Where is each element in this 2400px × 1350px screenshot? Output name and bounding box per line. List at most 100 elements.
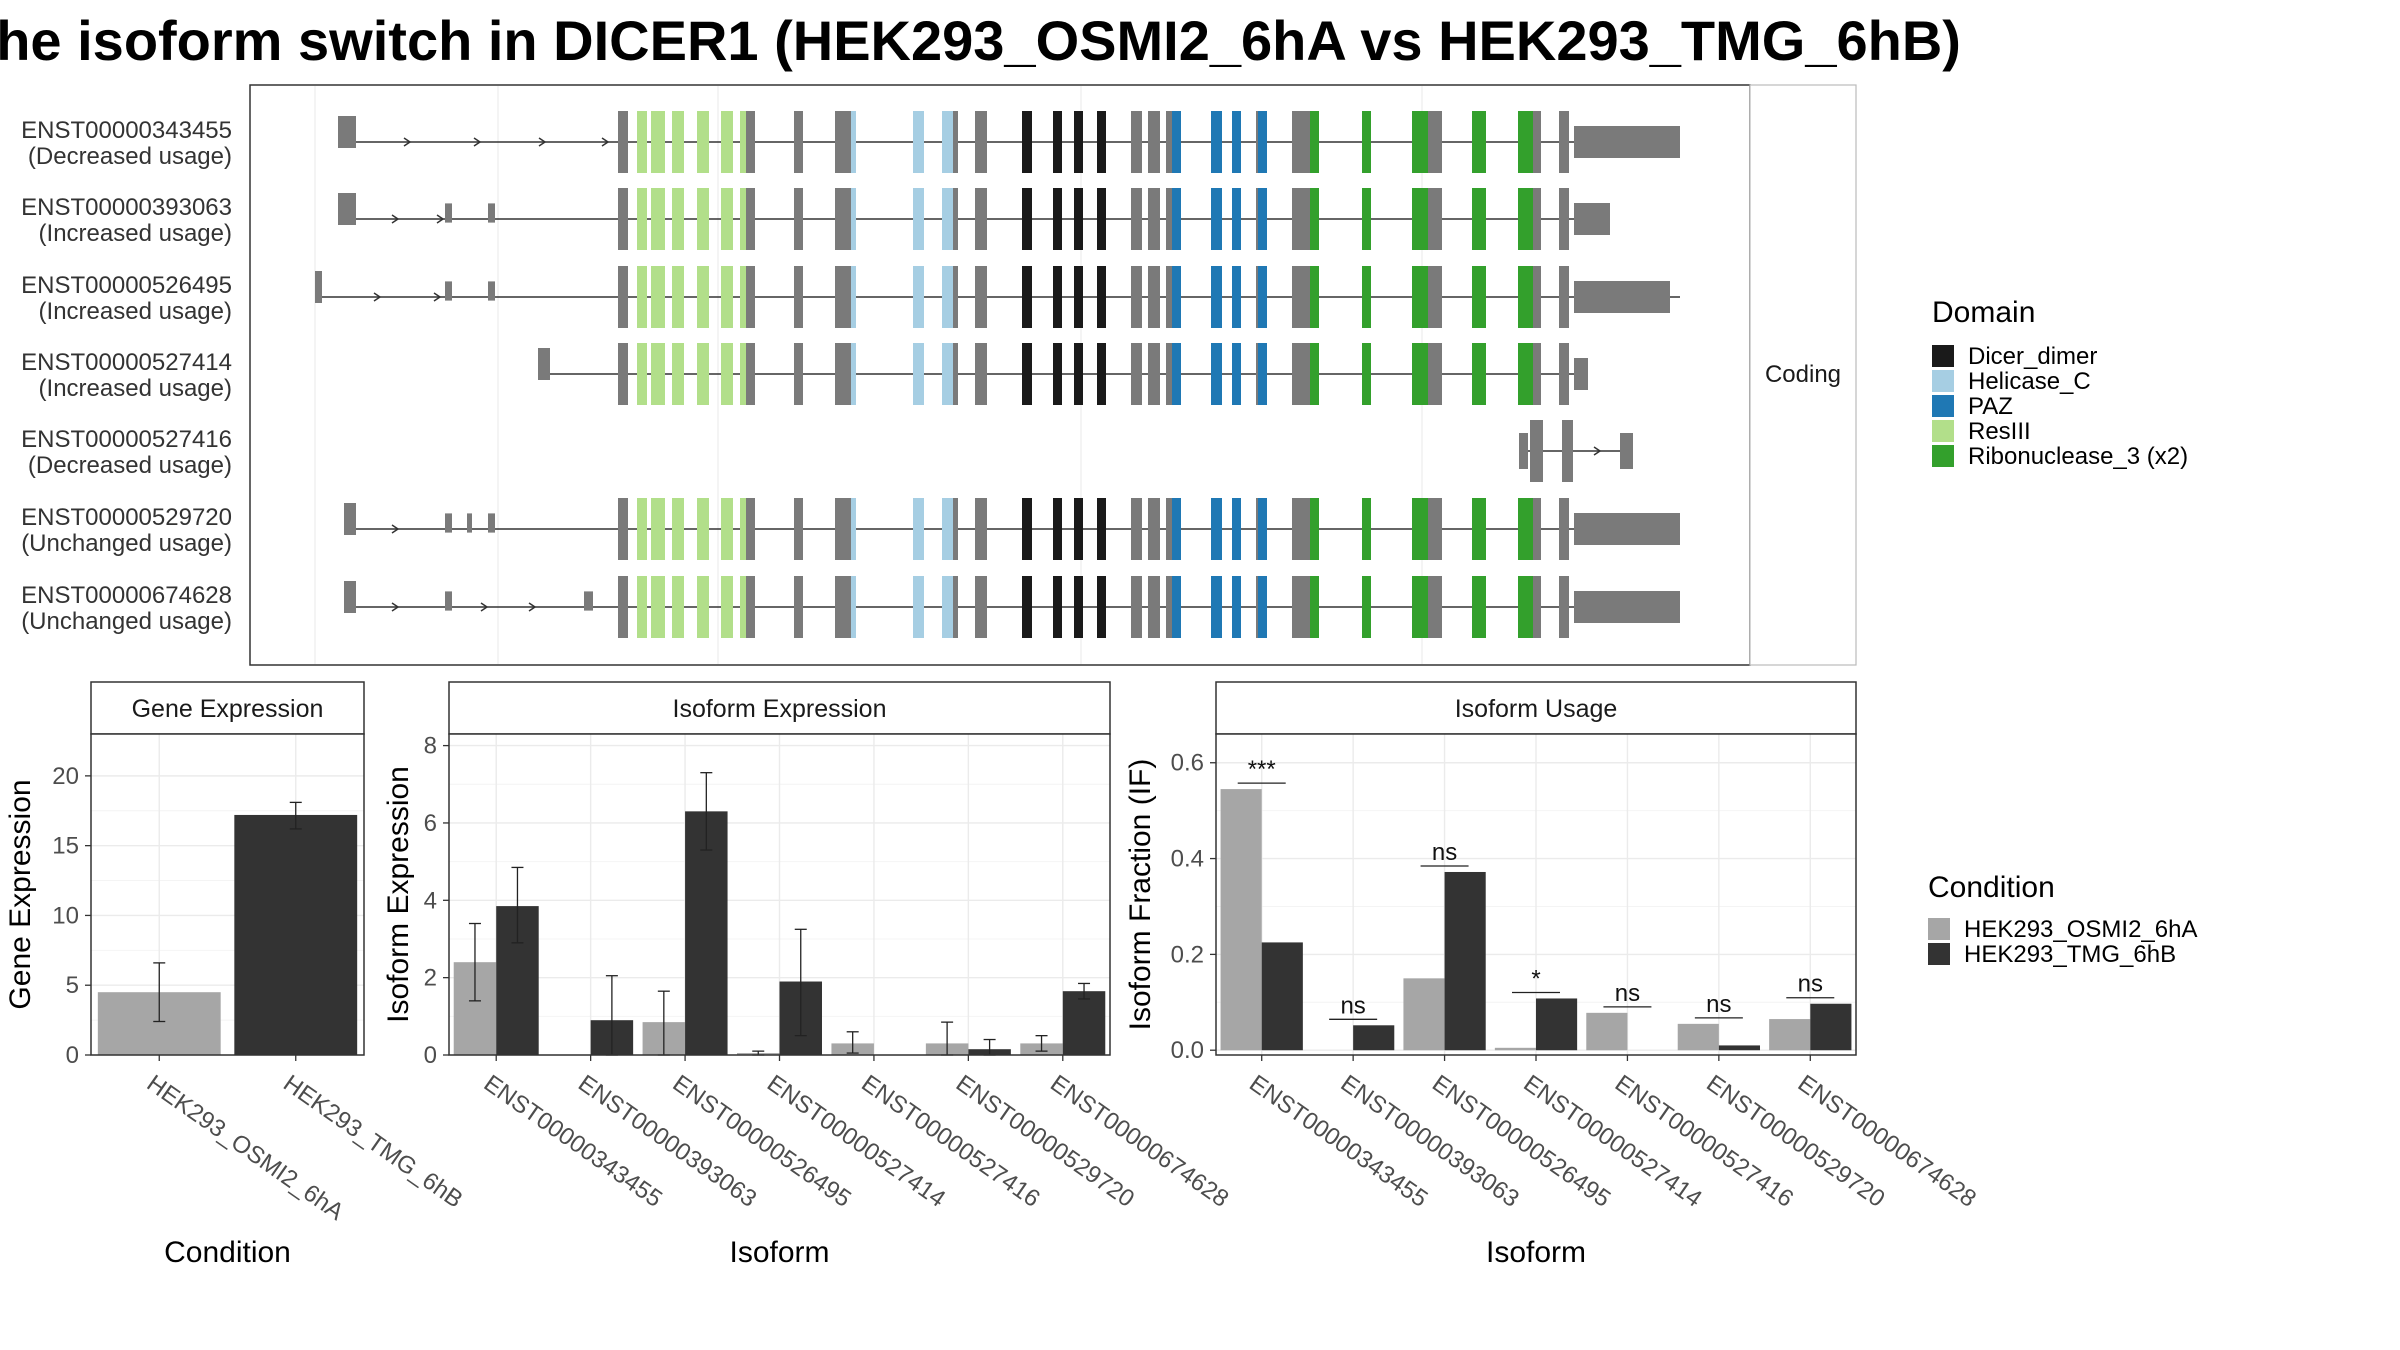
strand-arrow [601, 137, 610, 147]
domain-exon [1097, 266, 1106, 328]
y-axis-title: Isoform Fraction (IF) [1124, 759, 1157, 1031]
domain-exon [721, 266, 733, 328]
domain-exon [637, 576, 647, 638]
bar [1261, 942, 1303, 1051]
domain-exon [1412, 266, 1429, 328]
condition-legend-label: HEK293_OSMI2_6hA [1964, 916, 2197, 943]
domain-exon [1097, 576, 1106, 638]
coding-exon [953, 576, 958, 638]
coding-exon [1148, 576, 1160, 638]
coding-exon [1131, 498, 1142, 560]
coding-exon [794, 188, 803, 250]
coding-exon [1559, 576, 1569, 638]
domain-exon [1518, 111, 1534, 173]
domain-exon [672, 576, 684, 638]
bar [685, 811, 728, 1055]
domain-exon [942, 498, 953, 560]
domain-exon [1097, 111, 1106, 173]
domain-exon [1074, 343, 1083, 405]
domain-exon [1053, 343, 1062, 405]
coding-exon [835, 188, 852, 250]
coding-exon [1428, 188, 1442, 250]
coding-exon [1148, 498, 1160, 560]
domain-exon [740, 188, 750, 250]
condition-legend-key [1928, 943, 1950, 965]
domain-exon [1258, 188, 1267, 250]
coding-exon [1166, 266, 1177, 328]
coding-exon [1148, 111, 1160, 173]
y-tick-label: 6 [424, 810, 437, 837]
x-axis-title: Condition [164, 1236, 291, 1269]
transcript-row-ENST00000526495 [315, 266, 1680, 328]
domain-exon [1211, 188, 1222, 250]
bar [1220, 789, 1262, 1051]
domain-legend-key [1932, 345, 1954, 367]
domain-exon [1362, 266, 1371, 328]
facet-strip-label: Coding [1765, 361, 1841, 388]
transcript-id-label: ENST00000529720 [21, 504, 232, 531]
domain-legend-key [1932, 420, 1954, 442]
domain-exon [1074, 498, 1083, 560]
domain-exon [851, 111, 856, 173]
x-tick-label: ENST00000674628 [1045, 1070, 1233, 1213]
domain-exon [672, 111, 684, 173]
transcript-id-label: ENST00000526495 [21, 272, 232, 299]
domain-exon [1472, 343, 1486, 405]
domain-exon [1211, 111, 1222, 173]
coding-exon [975, 111, 987, 173]
x-axis-title: Isoform [729, 1236, 829, 1269]
domain-exon [672, 498, 684, 560]
domain-exon [651, 111, 665, 173]
domain-exon [697, 111, 709, 173]
bar [1677, 1023, 1719, 1051]
panel-strip [1215, 681, 1857, 735]
bar [1494, 1047, 1536, 1051]
domain-exon [1097, 188, 1106, 250]
utr-tail [1574, 281, 1670, 313]
significance-label: ns [1706, 991, 1731, 1018]
y-tick-label: 15 [52, 833, 79, 860]
coding-exon [618, 343, 628, 405]
coding-exon [835, 343, 852, 405]
domain-exon [1362, 343, 1371, 405]
y-tick-label: 0.4 [1171, 846, 1204, 873]
y-tick-label: 0 [66, 1042, 79, 1069]
significance-label: ns [1432, 839, 1457, 866]
coding-exon [1166, 111, 1177, 173]
utr-exon [344, 503, 356, 535]
coding-exon [975, 576, 987, 638]
coding-exon [746, 343, 755, 405]
domain-exon [851, 266, 856, 328]
domain-exon [1310, 343, 1319, 405]
condition-legend-title: Condition [1928, 871, 2055, 904]
y-axis-title: Gene Expression [4, 779, 37, 1009]
panel-title: Gene Expression [132, 695, 324, 723]
domain-exon [1211, 576, 1222, 638]
domain-exon [1258, 576, 1267, 638]
domain-exon [1412, 498, 1429, 560]
domain-exon [1211, 498, 1222, 560]
coding-exon [1292, 188, 1310, 250]
panel-strip [448, 681, 1111, 735]
coding-exon [953, 343, 958, 405]
domain-exon [913, 498, 924, 560]
strand-arrow [538, 137, 547, 147]
utr-exon [445, 281, 452, 301]
domain-exon [1172, 498, 1181, 560]
domain-exon [697, 498, 709, 560]
domain-exon [740, 343, 750, 405]
y-tick-label: 8 [424, 733, 437, 760]
domain-exon [697, 266, 709, 328]
domain-exon [1258, 111, 1267, 173]
utr-tail [1574, 126, 1680, 158]
domain-exon [1362, 111, 1371, 173]
domain-exon [721, 111, 733, 173]
domain-exon [721, 343, 733, 405]
coding-exon [1148, 266, 1160, 328]
chart-panel-1: Isoform Expression02468ENST00000343455EN… [382, 681, 1234, 1269]
domain-exon [1172, 266, 1181, 328]
domain-exon [1472, 188, 1486, 250]
condition-legend-key [1928, 918, 1950, 940]
domain-exon [697, 188, 709, 250]
domain-exon [1232, 188, 1241, 250]
